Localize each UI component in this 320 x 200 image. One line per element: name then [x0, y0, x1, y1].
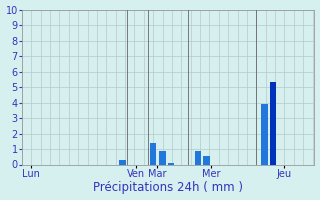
Bar — [270, 82, 276, 164]
X-axis label: Précipitations 24h ( mm ): Précipitations 24h ( mm ) — [93, 181, 243, 194]
Bar — [261, 104, 268, 164]
Bar — [204, 156, 210, 164]
Bar — [150, 143, 156, 164]
Bar — [159, 151, 166, 164]
Bar — [195, 151, 202, 164]
Bar — [168, 163, 174, 164]
Bar — [119, 160, 125, 164]
